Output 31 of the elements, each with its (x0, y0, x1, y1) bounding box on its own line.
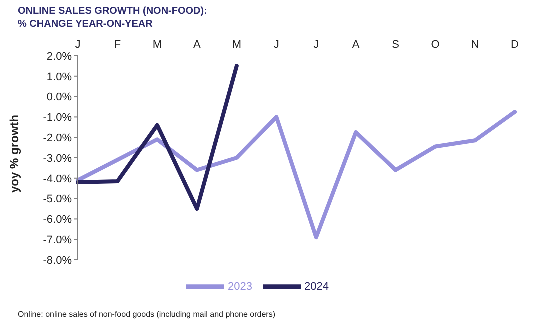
x-tick-label: M (232, 39, 242, 51)
x-tick-label: N (471, 39, 480, 51)
x-tick-label: F (114, 39, 122, 51)
y-tick-label: -6.0% (43, 214, 72, 226)
text: Online: online sales of non-food goods (including mail and phone orders) (18, 310, 276, 319)
legend-label: 2024 (304, 280, 329, 293)
line-series (76, 110, 517, 240)
y-tick-label: 2.0% (46, 50, 72, 63)
chart-title: ONLINE SALES GROWTH (NON-FOOD): (18, 5, 208, 18)
x-tick-label: J (314, 39, 320, 51)
y-tick-label: -2.0% (43, 132, 72, 145)
y-tick-label: -5.0% (43, 194, 72, 206)
x-tick-label: J (274, 39, 280, 51)
legend-label: 2023 (228, 280, 252, 293)
x-tick-label: S (392, 39, 400, 51)
x-tick-label: M (152, 39, 162, 51)
x-tick-label: D (511, 39, 520, 51)
x-tick-label: J (75, 39, 81, 51)
y-tick-label: 0.0% (46, 92, 72, 104)
y-tick-label: -7.0% (43, 234, 72, 247)
x-tick-label: O (431, 39, 440, 51)
y-tick-label: -3.0% (43, 152, 72, 165)
y-tick-label: 1.0% (46, 71, 72, 84)
x-tick-label: A (194, 39, 202, 51)
y-tick-label: -4.0% (43, 173, 72, 186)
x-tick-label: A (352, 39, 360, 51)
y-axis-title: yoy % growth (7, 114, 22, 193)
chart-subtitle: % CHANGE YEAR-ON-YEAR (18, 18, 154, 31)
y-tick-label: -1.0% (43, 112, 72, 124)
y-tick-label: -8.0% (43, 254, 72, 267)
line-series (76, 64, 239, 211)
